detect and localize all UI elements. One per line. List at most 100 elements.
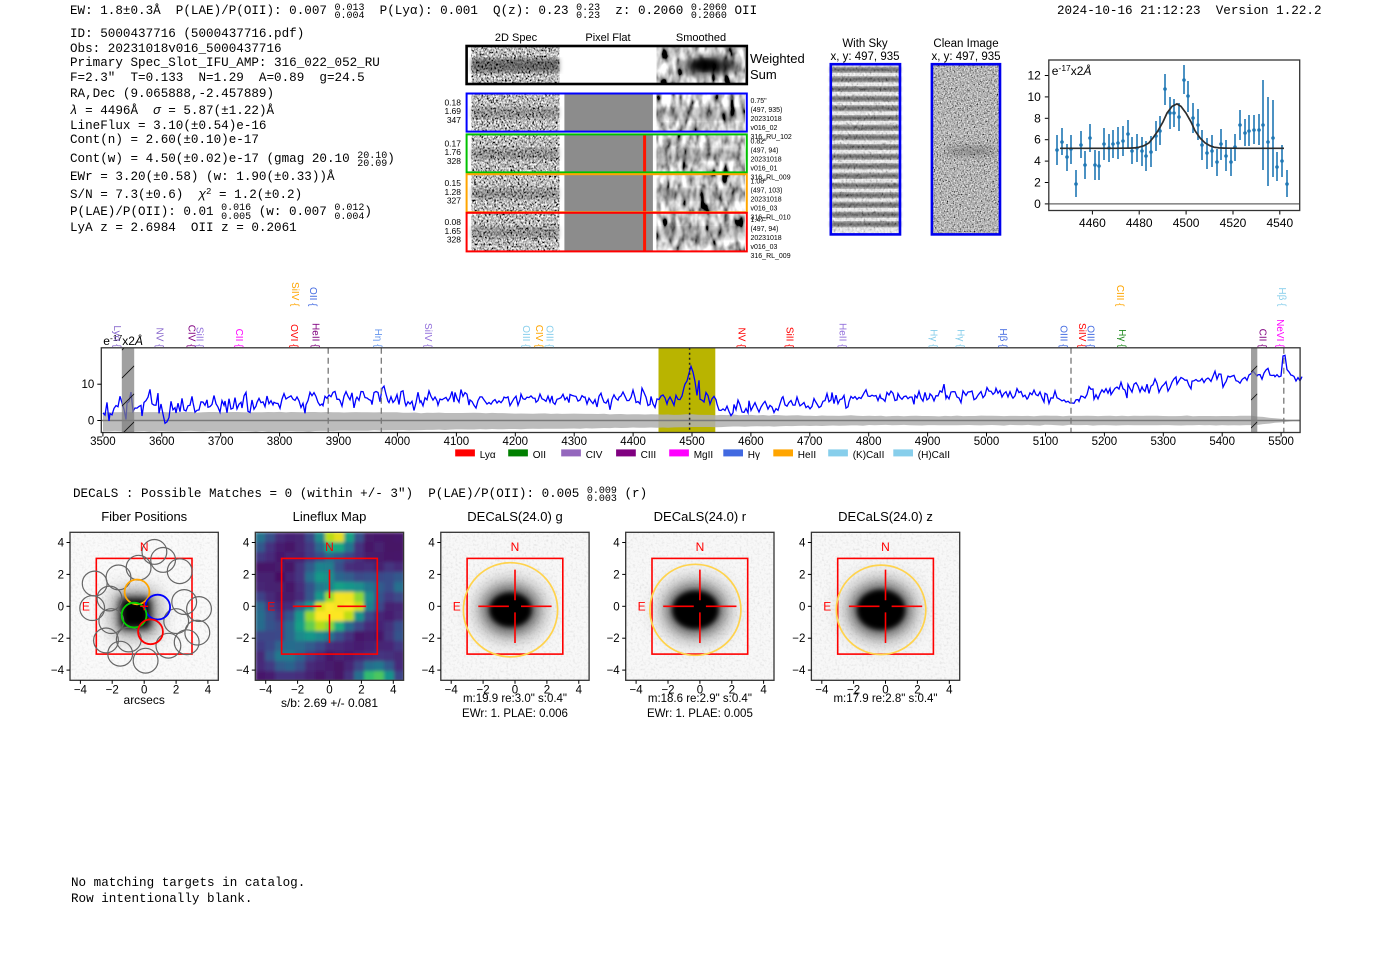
- svg-text:0: 0: [141, 684, 147, 696]
- svg-text:0.17: 0.17: [444, 138, 461, 148]
- svg-text:−4: −4: [51, 665, 65, 677]
- svg-text:5500: 5500: [1268, 436, 1294, 448]
- svg-text:327: 327: [447, 196, 461, 206]
- svg-text:4520: 4520: [1220, 216, 1247, 230]
- svg-text:SiIV {: SiIV {: [422, 323, 433, 348]
- svg-text:10: 10: [1027, 90, 1041, 104]
- svg-text:0.08: 0.08: [444, 217, 461, 227]
- svg-text:4600: 4600: [738, 436, 764, 448]
- svg-text:−2: −2: [106, 684, 119, 696]
- svg-text:DECaLS(24.0) g: DECaLS(24.0) g: [467, 509, 562, 524]
- svg-text:HeII: HeII: [798, 450, 816, 461]
- svg-text:E: E: [823, 599, 831, 613]
- svg-text:NV {: NV {: [736, 327, 747, 348]
- svg-text:(497, 94): (497, 94): [751, 148, 779, 155]
- svg-text:2: 2: [613, 569, 619, 581]
- svg-text:4540: 4540: [1266, 216, 1293, 230]
- svg-text:−2: −2: [236, 633, 249, 645]
- svg-text:m:17.9 re:2.8" s:0.4": m:17.9 re:2.8" s:0.4": [833, 693, 937, 705]
- svg-text:−4: −4: [792, 665, 806, 677]
- svg-text:s/b: 2.69 +/- 0.081: s/b: 2.69 +/- 0.081: [281, 696, 378, 710]
- svg-text:4: 4: [946, 684, 953, 696]
- svg-text:HeII {: HeII {: [310, 323, 321, 348]
- svg-text:2: 2: [729, 684, 735, 696]
- svg-text:3900: 3900: [326, 436, 352, 448]
- svg-text:3700: 3700: [208, 436, 234, 448]
- svg-text:3500: 3500: [90, 436, 116, 448]
- svg-text:EWr: 1. PLAE: 0.006: EWr: 1. PLAE: 0.006: [462, 708, 568, 720]
- svg-text:With Sky: With Sky: [842, 38, 888, 50]
- svg-text:1.65: 1.65: [444, 226, 461, 236]
- svg-text:4: 4: [58, 538, 65, 550]
- svg-text:2: 2: [358, 684, 364, 696]
- svg-text:NV {: NV {: [154, 327, 165, 348]
- svg-text:Fiber Positions: Fiber Positions: [101, 509, 187, 524]
- svg-text:4: 4: [760, 684, 767, 696]
- svg-text:2: 2: [58, 569, 64, 581]
- svg-text:0.75": 0.75": [751, 98, 768, 105]
- svg-text:4480: 4480: [1126, 216, 1153, 230]
- svg-text:2: 2: [544, 684, 550, 696]
- svg-text:5300: 5300: [1151, 436, 1177, 448]
- svg-text:Hβ {: Hβ {: [1276, 287, 1287, 307]
- svg-text:−4: −4: [259, 684, 273, 696]
- svg-text:20231018: 20231018: [751, 197, 782, 204]
- svg-text:1.69: 1.69: [444, 106, 461, 116]
- svg-text:4400: 4400: [620, 436, 646, 448]
- svg-text:−4: −4: [607, 665, 621, 677]
- svg-text:−4: −4: [630, 684, 644, 696]
- svg-text:Sum: Sum: [750, 67, 777, 82]
- svg-text:2: 2: [1034, 176, 1041, 190]
- svg-text:−2: −2: [51, 633, 64, 645]
- svg-text:v016_03: v016_03: [751, 244, 778, 251]
- svg-text:5400: 5400: [1209, 436, 1235, 448]
- svg-text:4300: 4300: [561, 436, 587, 448]
- svg-text:EWr: 1. PLAE: 0.005: EWr: 1. PLAE: 0.005: [647, 708, 753, 720]
- svg-text:OIII {: OIII {: [520, 325, 531, 348]
- svg-text:e-17x2Å: e-17x2Å: [1052, 63, 1092, 78]
- svg-text:−2: −2: [661, 684, 674, 696]
- svg-text:CIV {: CIV {: [185, 325, 196, 348]
- svg-text:OIII {: OIII {: [544, 325, 555, 348]
- svg-text:SiII {: SiII {: [784, 327, 795, 348]
- svg-text:20231018: 20231018: [751, 157, 782, 164]
- svg-text:0.82": 0.82": [751, 139, 768, 146]
- svg-text:0: 0: [58, 601, 64, 613]
- svg-text:DECaLS(24.0) z: DECaLS(24.0) z: [838, 509, 933, 524]
- svg-text:328: 328: [447, 235, 461, 245]
- svg-text:0: 0: [428, 601, 434, 613]
- svg-text:E: E: [82, 599, 90, 613]
- svg-text:316_RU_102: 316_RU_102: [751, 134, 792, 141]
- svg-text:E: E: [638, 599, 646, 613]
- svg-text:347: 347: [447, 115, 461, 125]
- svg-text:2: 2: [243, 569, 249, 581]
- svg-text:1.47": 1.47": [751, 217, 768, 224]
- svg-text:v016_01: v016_01: [751, 166, 778, 173]
- svg-text:4700: 4700: [797, 436, 823, 448]
- svg-text:2: 2: [914, 684, 920, 696]
- svg-text:CIII {: CIII {: [1114, 285, 1125, 307]
- svg-text:0: 0: [882, 684, 888, 696]
- svg-text:−4: −4: [422, 665, 436, 677]
- svg-text:0.15: 0.15: [444, 178, 461, 188]
- svg-text:CIV: CIV: [586, 450, 603, 461]
- svg-text:1.08": 1.08": [751, 179, 768, 186]
- svg-text:2D Spec: 2D Spec: [495, 32, 538, 44]
- svg-text:Weighted: Weighted: [750, 51, 805, 66]
- svg-text:Lyα {: Lyα {: [111, 325, 122, 348]
- svg-text:1.76: 1.76: [444, 147, 461, 157]
- svg-text:SiIV {: SiIV {: [289, 282, 300, 307]
- svg-text:Clean Image: Clean Image: [933, 38, 998, 50]
- svg-text:MgII: MgII: [694, 450, 713, 461]
- svg-text:0: 0: [243, 601, 249, 613]
- svg-text:2: 2: [799, 569, 805, 581]
- svg-text:2: 2: [173, 684, 179, 696]
- svg-text:N: N: [881, 540, 890, 554]
- svg-text:N: N: [696, 540, 705, 554]
- svg-text:0: 0: [326, 684, 332, 696]
- svg-text:DECaLS(24.0) r: DECaLS(24.0) r: [654, 509, 747, 524]
- svg-text:4: 4: [576, 684, 583, 696]
- svg-text:Hγ {: Hγ {: [928, 329, 939, 348]
- svg-text:x, y: 497, 935: x, y: 497, 935: [931, 51, 1000, 63]
- svg-text:6: 6: [1034, 133, 1041, 147]
